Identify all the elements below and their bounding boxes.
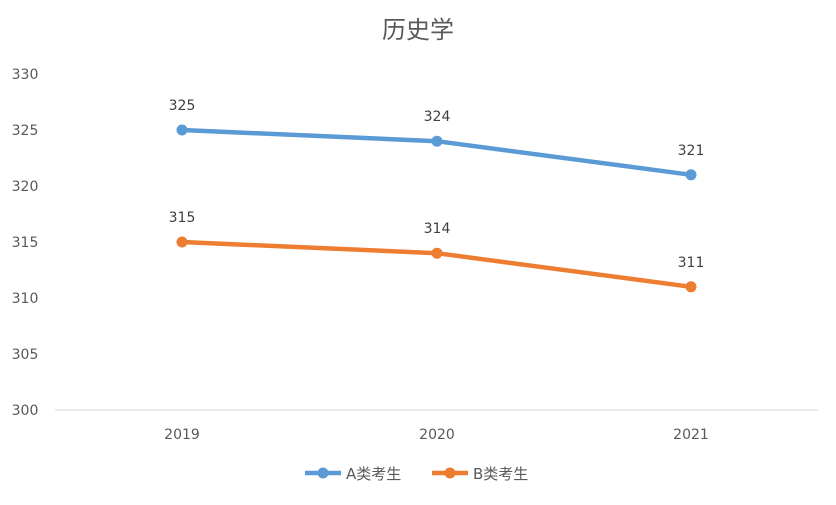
- legend-item: B类考生: [432, 465, 528, 483]
- data-point: [685, 169, 697, 181]
- data-label: 324: [424, 109, 451, 125]
- data-point: [431, 135, 443, 147]
- data-point: [176, 236, 188, 248]
- legend-item: A类考生: [305, 465, 401, 483]
- data-label: 321: [678, 143, 705, 159]
- x-tick-label: 2021: [673, 427, 709, 443]
- data-label: 314: [424, 221, 451, 237]
- y-tick-label: 305: [12, 347, 39, 363]
- data-point: [431, 247, 443, 259]
- y-tick-label: 315: [12, 235, 39, 251]
- legend-label: A类考生: [346, 465, 401, 483]
- y-tick-label: 300: [12, 403, 39, 419]
- series-a: 325 324 321: [169, 98, 705, 181]
- series-b: 315 314 311: [169, 210, 705, 293]
- data-point: [685, 281, 697, 293]
- legend-label: B类考生: [473, 465, 528, 483]
- legend-marker: [317, 467, 329, 479]
- y-tick-label: 310: [12, 291, 39, 307]
- data-label: 311: [678, 255, 705, 271]
- data-point: [176, 124, 188, 136]
- data-label: 325: [169, 98, 196, 114]
- x-tick-label: 2019: [164, 427, 200, 443]
- y-tick-label: 330: [12, 67, 39, 83]
- y-tick-label: 320: [12, 179, 39, 195]
- legend-marker: [444, 467, 456, 479]
- chart-title: 历史学: [382, 16, 454, 44]
- data-label: 315: [169, 210, 196, 226]
- x-tick-label: 2020: [419, 427, 455, 443]
- y-tick-label: 325: [12, 123, 39, 139]
